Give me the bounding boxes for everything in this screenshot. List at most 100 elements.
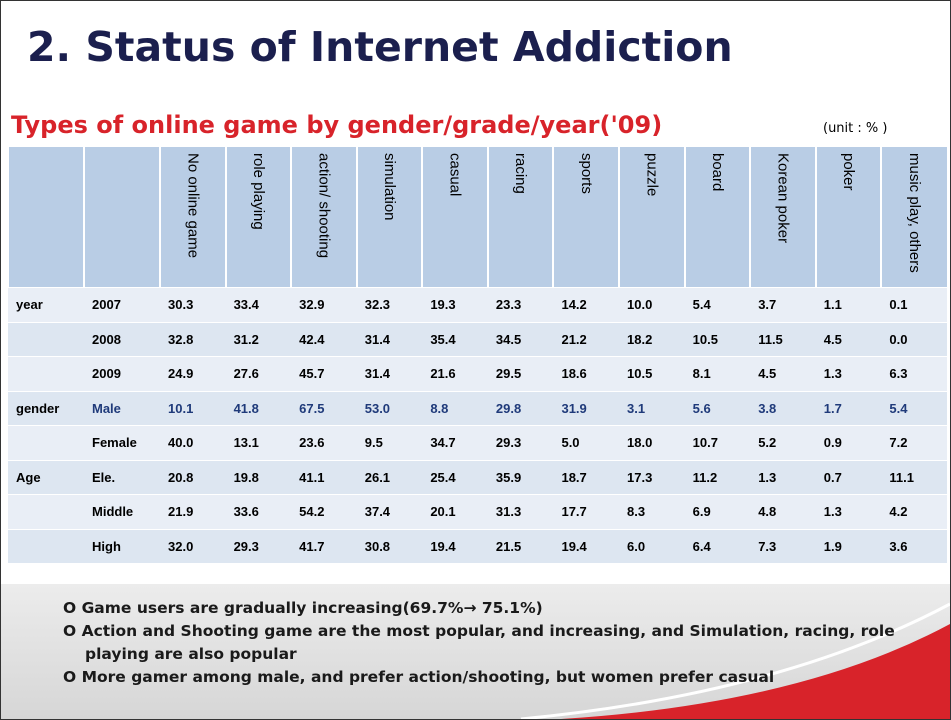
cell: 6.3 — [881, 356, 947, 391]
column-header: poker — [840, 153, 858, 191]
cell: 19.3 — [422, 287, 488, 322]
subtitle: Types of online game by gender/grade/yea… — [11, 111, 663, 139]
header-cell: sports — [552, 147, 620, 288]
cell: 10.5 — [684, 321, 751, 357]
cell: 42.4 — [291, 321, 357, 357]
group-label — [8, 356, 84, 391]
cell: 17.7 — [553, 494, 620, 529]
cell: 17.3 — [619, 459, 685, 495]
cell: 13.1 — [225, 425, 292, 460]
cell: 21.9 — [160, 494, 226, 529]
table: No online game role playing action/ shooti… — [7, 147, 947, 563]
cell: 4.5 — [815, 321, 882, 357]
bullets: O Game users are gradually increasing(69… — [63, 597, 943, 689]
cell: 32.3 — [356, 287, 423, 322]
group-label: year — [8, 287, 84, 322]
group-label — [8, 425, 84, 460]
cell: 45.7 — [291, 356, 357, 391]
group-label — [8, 494, 84, 529]
cell: 21.6 — [422, 356, 488, 391]
cell: 6.9 — [684, 494, 751, 529]
cell: 24.9 — [160, 356, 226, 391]
cell: 32.9 — [291, 287, 357, 322]
cell: 23.3 — [487, 287, 554, 322]
cell: 1.7 — [815, 390, 882, 426]
cell: 18.7 — [553, 459, 620, 495]
cell: 1.9 — [815, 528, 882, 563]
row: Middle 21.9 33.6 54.2 37.4 20.1 31.3 17.7 8.3 6.9… — [8, 494, 947, 529]
cell: 0.9 — [815, 425, 882, 460]
cell: 33.6 — [225, 494, 292, 529]
header-cell — [7, 147, 84, 288]
column-header: sports — [577, 153, 595, 194]
cell: 9.5 — [356, 425, 423, 460]
cell: 30.8 — [356, 528, 423, 563]
cell: 31.2 — [225, 321, 292, 357]
column-header: board — [708, 153, 726, 192]
footer-band — [1, 584, 950, 719]
cell: 31.3 — [487, 494, 554, 529]
cell: 29.8 — [487, 390, 554, 426]
group-label: gender — [8, 390, 84, 426]
header-cell: music play, others — [880, 147, 947, 288]
cell: 3.8 — [750, 390, 816, 426]
column-header: action/ shooting — [315, 153, 333, 259]
cell: 10.1 — [160, 390, 226, 426]
group-label — [8, 321, 84, 357]
cell: 6.4 — [684, 528, 751, 563]
cell: 18.0 — [619, 425, 685, 460]
row-label: Female — [84, 425, 160, 460]
cell: 41.8 — [225, 390, 292, 426]
cell: 0.7 — [815, 459, 882, 495]
header-cell: poker — [814, 147, 882, 288]
cell: 32.8 — [160, 321, 226, 357]
cell: 18.2 — [619, 321, 685, 357]
header-cell: Korean poker — [749, 147, 816, 288]
cell: 30.3 — [160, 287, 226, 322]
cell: 3.6 — [881, 528, 947, 563]
cell: 23.6 — [291, 425, 357, 460]
cell: 5.4 — [684, 287, 751, 322]
row-label: Ele. — [84, 459, 160, 495]
cell: 1.1 — [815, 287, 882, 322]
cell: 31.4 — [356, 321, 423, 357]
row: year 2007 30.3 33.4 32.9 32.3 19.3 23.3 14.2 10.0… — [8, 287, 947, 322]
cell: 19.8 — [225, 459, 292, 495]
row: Age Ele. 20.8 19.8 41.1 26.1 25.4 35.9 18.7 17.3 1… — [8, 459, 947, 495]
column-header: puzzle — [643, 153, 661, 197]
cell: 21.2 — [553, 321, 620, 357]
cell: 19.4 — [422, 528, 488, 563]
cell: 5.2 — [750, 425, 816, 460]
cell: 19.4 — [553, 528, 620, 563]
cell: 54.2 — [291, 494, 357, 529]
column-header: Korean poker — [774, 153, 792, 244]
cell: 8.3 — [619, 494, 685, 529]
cell: 0.1 — [881, 287, 947, 322]
cell: 34.7 — [422, 425, 488, 460]
header-cell: No online game — [159, 147, 226, 288]
cell: 0.0 — [881, 321, 947, 357]
cell: 1.3 — [815, 494, 882, 529]
row: High 32.0 29.3 41.7 30.8 19.4 21.5 19.4 6.0 6.4 7.… — [8, 528, 947, 563]
row: 2008 32.8 31.2 42.4 31.4 35.4 34.5 21.2 18.2 10.5… — [8, 321, 947, 357]
row: gender Male 10.1 41.8 67.5 53.0 8.8 29.8 31.9 3.1… — [8, 390, 947, 426]
row-label: High — [84, 528, 160, 563]
cell: 14.2 — [553, 287, 620, 322]
header-cell: puzzle — [618, 147, 685, 288]
cell: 10.0 — [619, 287, 685, 322]
cell: 53.0 — [356, 390, 423, 426]
cell: 35.4 — [422, 321, 488, 357]
cell: 1.3 — [750, 459, 816, 495]
cell: 31.9 — [553, 390, 620, 426]
cell: 37.4 — [356, 494, 423, 529]
header-cell — [83, 147, 160, 288]
column-header: simulation — [381, 153, 399, 221]
header-cell: racing — [486, 147, 554, 288]
cell: 11.5 — [750, 321, 816, 357]
cell: 11.1 — [881, 459, 947, 495]
cell: 1.3 — [815, 356, 882, 391]
cell: 18.6 — [553, 356, 620, 391]
unit: (unit : % ) — [823, 121, 888, 136]
column-header: role playing — [249, 153, 267, 230]
cell: 67.5 — [291, 390, 357, 426]
